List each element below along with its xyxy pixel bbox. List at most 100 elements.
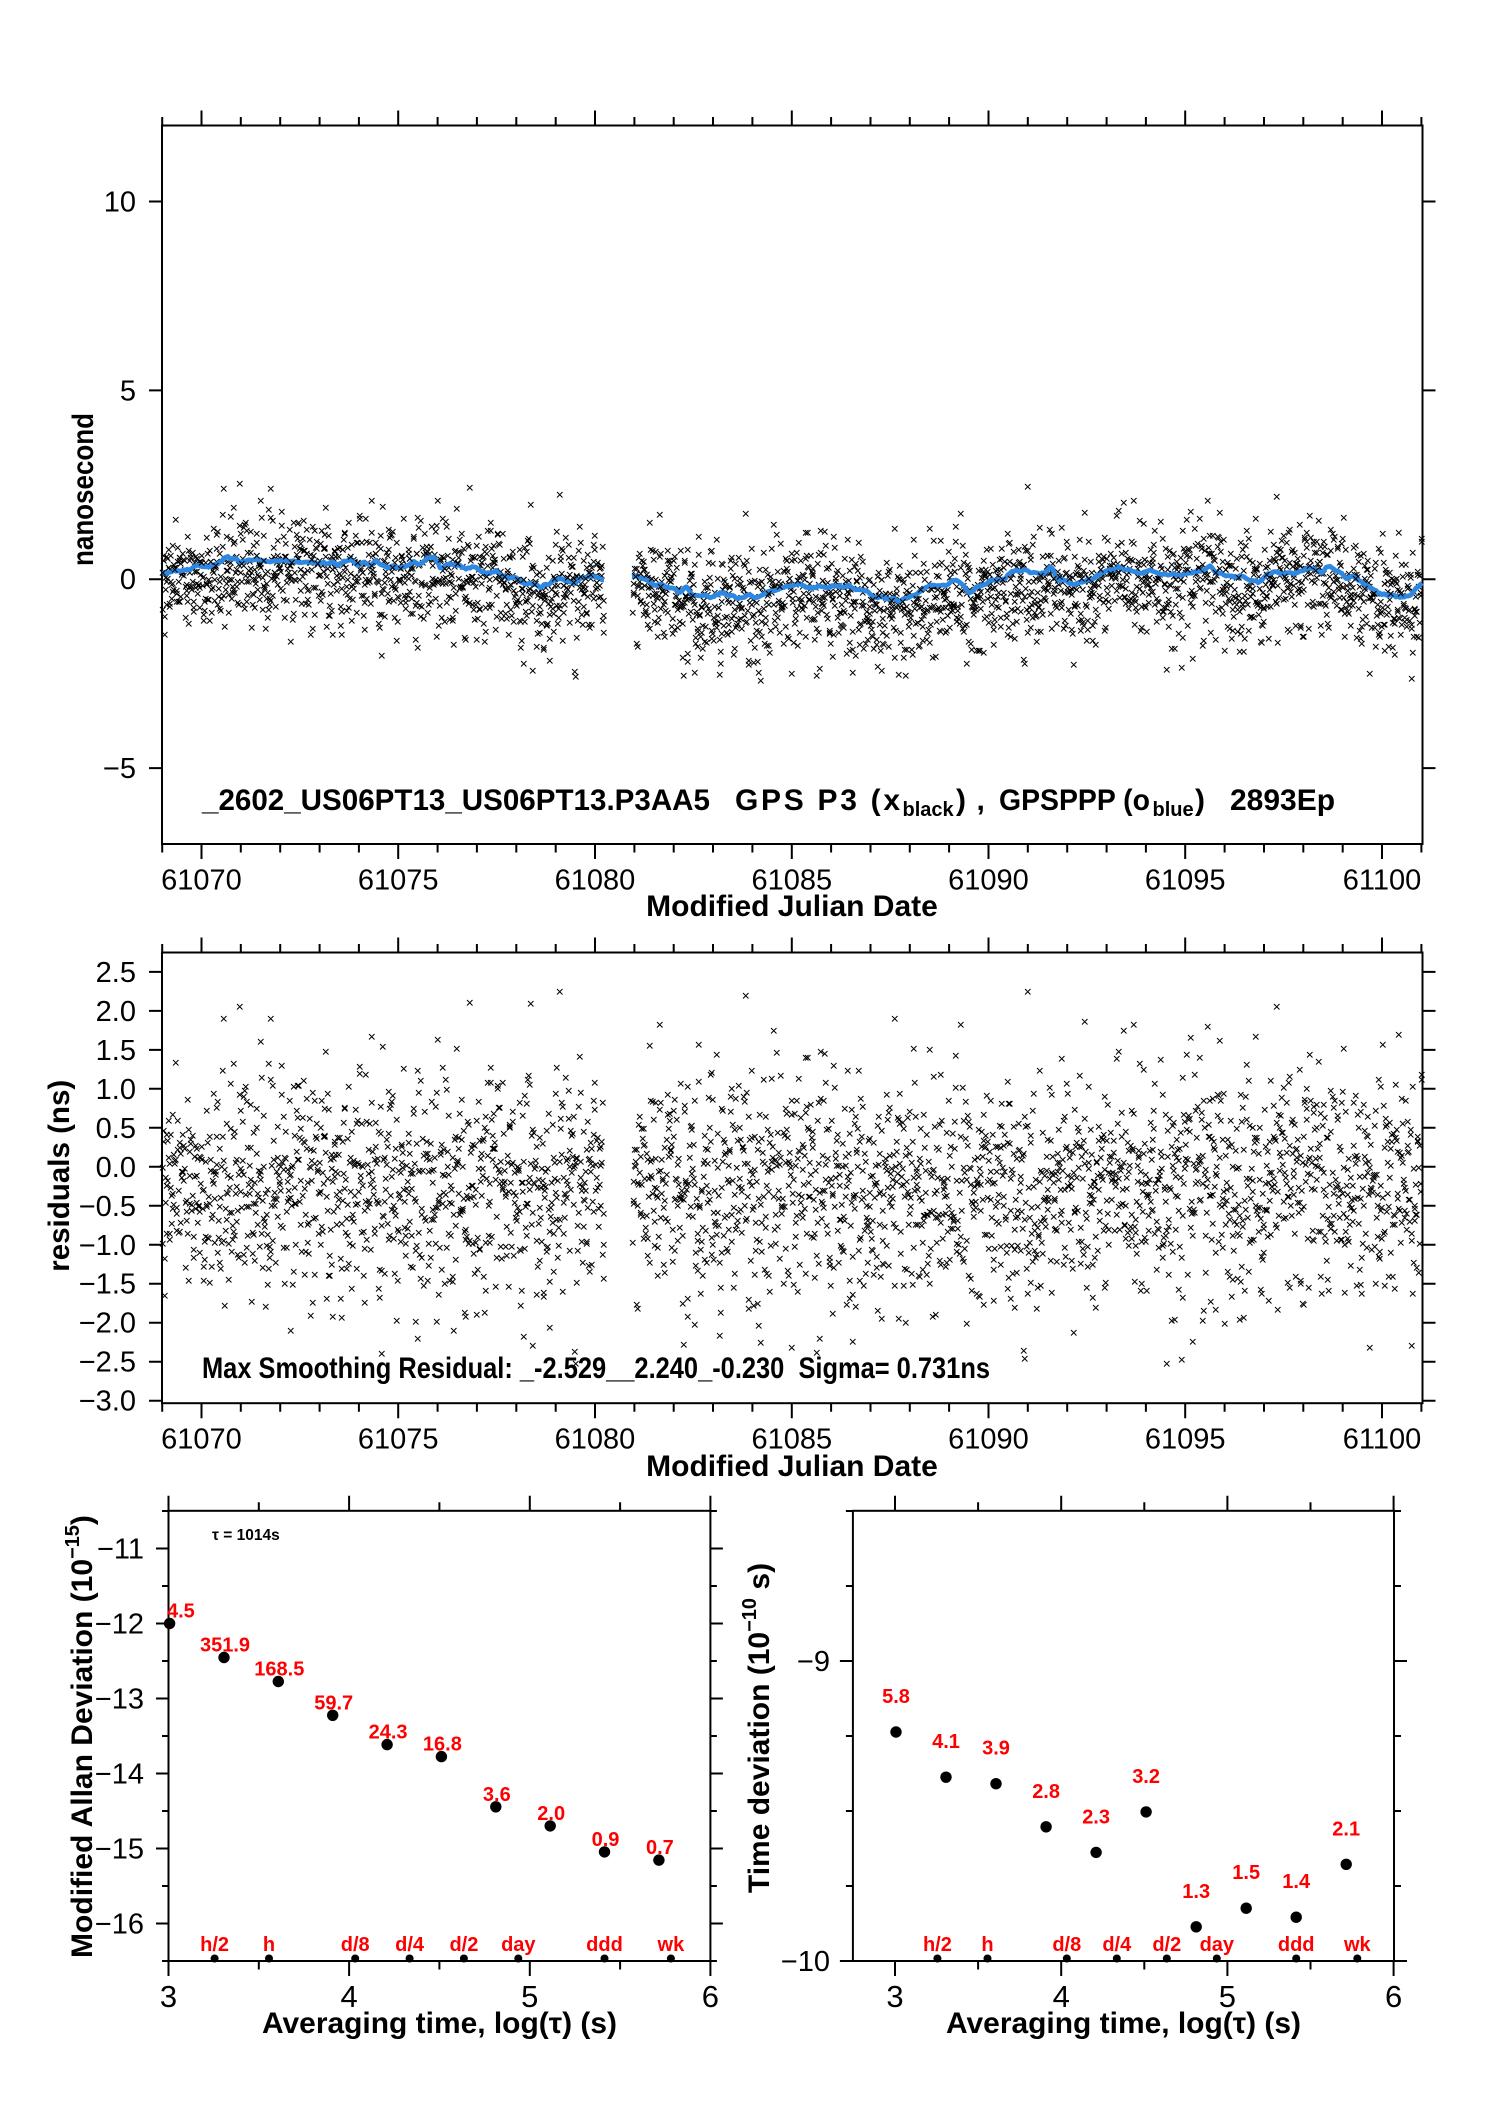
svg-text:5.8: 5.8	[882, 1686, 910, 1708]
svg-text:−5: −5	[103, 753, 136, 785]
svg-text:61070: 61070	[161, 1424, 242, 1456]
svg-text:−9: −9	[797, 1646, 830, 1678]
svg-text:1.3: 1.3	[1182, 1881, 1210, 1903]
svg-text:2.0: 2.0	[96, 996, 136, 1028]
svg-text:3.6: 3.6	[483, 1784, 511, 1806]
svg-text:nanosecond: nanosecond	[67, 413, 100, 566]
svg-text:−14: −14	[95, 1759, 144, 1791]
svg-text:0.7: 0.7	[646, 1837, 674, 1859]
svg-text:61075: 61075	[358, 865, 439, 897]
svg-text:5: 5	[1219, 1979, 1236, 2014]
svg-text:24.3: 24.3	[369, 1722, 408, 1744]
svg-text:−13: −13	[95, 1684, 144, 1716]
svg-text:−3.0: −3.0	[79, 1386, 136, 1418]
svg-text:61095: 61095	[1145, 1424, 1226, 1456]
svg-text:1.5: 1.5	[96, 1035, 136, 1067]
svg-text:2.5: 2.5	[96, 957, 136, 989]
svg-text:4.5: 4.5	[167, 1601, 195, 1623]
svg-text:Modified Allan Deviation (10−1: Modified Allan Deviation (10−15)	[62, 1515, 99, 1958]
svg-text:h/2: h/2	[200, 1934, 229, 1956]
svg-text:−1.0: −1.0	[79, 1230, 136, 1262]
svg-text:0.9: 0.9	[592, 1829, 620, 1851]
svg-text:ddd: ddd	[1278, 1934, 1315, 1956]
svg-text:−10: −10	[781, 1946, 830, 1978]
svg-text:τ = 1014s: τ = 1014s	[212, 1527, 280, 1544]
svg-text:h: h	[263, 1934, 275, 1956]
svg-text:Modified Julian Date: Modified Julian Date	[646, 1450, 938, 1483]
svg-text:2893Ep: 2893Ep	[1230, 784, 1335, 817]
svg-text:−2.5: −2.5	[79, 1347, 136, 1379]
svg-text:2.8: 2.8	[1032, 1781, 1060, 1803]
svg-text:−1.5: −1.5	[79, 1269, 136, 1301]
svg-text:Averaging time, log(τ) (s): Averaging time, log(τ) (s)	[946, 2007, 1301, 2040]
svg-text:−0.5: −0.5	[79, 1191, 136, 1223]
svg-text:d/4: d/4	[395, 1934, 425, 1956]
svg-text:): )	[1195, 784, 1205, 817]
svg-text:2.3: 2.3	[1082, 1806, 1110, 1828]
svg-text:61100: 61100	[1343, 865, 1422, 897]
svg-text:10: 10	[104, 187, 136, 219]
svg-text:6: 6	[1385, 1979, 1402, 2014]
svg-text:Modified Julian Date: Modified Julian Date	[646, 890, 938, 923]
svg-text:−12: −12	[95, 1609, 144, 1641]
svg-text:4.1: 4.1	[932, 1731, 960, 1753]
svg-text:d/8: d/8	[1052, 1934, 1081, 1956]
svg-text:black: black	[903, 799, 955, 821]
svg-text:): )	[956, 784, 966, 817]
svg-text:Max Smoothing Residual: _-2.52: Max Smoothing Residual: _-2.529__2.240_-…	[202, 1352, 990, 1385]
svg-text:wk: wk	[1343, 1934, 1372, 1956]
svg-text:h: h	[981, 1934, 993, 1956]
svg-text:2.0: 2.0	[537, 1803, 565, 1825]
svg-text:61100: 61100	[1343, 1424, 1422, 1456]
svg-text:0.5: 0.5	[96, 1113, 136, 1145]
svg-text:day: day	[501, 1934, 536, 1956]
svg-text:61070: 61070	[161, 865, 242, 897]
svg-text:ddd: ddd	[586, 1934, 623, 1956]
svg-text:61075: 61075	[358, 1424, 439, 1456]
svg-text:d/8: d/8	[341, 1934, 370, 1956]
svg-text:0.0: 0.0	[96, 1152, 136, 1184]
svg-text:61090: 61090	[948, 1424, 1029, 1456]
svg-text:61085: 61085	[751, 865, 832, 897]
svg-text:59.7: 59.7	[314, 1692, 353, 1714]
svg-text:residuals (ns): residuals (ns)	[43, 1080, 76, 1272]
svg-text:5: 5	[120, 375, 136, 407]
svg-text:2.1: 2.1	[1332, 1818, 1360, 1840]
svg-text:168.5: 168.5	[254, 1659, 304, 1681]
svg-text:,: ,	[977, 784, 985, 817]
svg-text:61080: 61080	[555, 865, 636, 897]
svg-text:61090: 61090	[948, 865, 1029, 897]
svg-text:wk: wk	[657, 1934, 686, 1956]
svg-text:Averaging time, log(τ) (s): Averaging time, log(τ) (s)	[262, 2007, 617, 2040]
svg-text:3: 3	[160, 1979, 177, 2014]
svg-text:GPS P3 (x: GPS P3 (x	[735, 784, 900, 817]
svg-text:1.0: 1.0	[96, 1074, 136, 1106]
svg-text:1.5: 1.5	[1232, 1862, 1260, 1884]
svg-text:d/2: d/2	[449, 1934, 478, 1956]
svg-text:blue: blue	[1153, 799, 1194, 821]
svg-text:3.9: 3.9	[982, 1738, 1010, 1760]
svg-text:16.8: 16.8	[423, 1734, 462, 1756]
svg-text:h/2: h/2	[923, 1934, 952, 1956]
svg-text:61085: 61085	[751, 1424, 832, 1456]
svg-text:4: 4	[1053, 1979, 1070, 2014]
svg-text:4: 4	[340, 1979, 357, 2014]
svg-text:−16: −16	[95, 1909, 144, 1941]
svg-text:3.2: 3.2	[1132, 1766, 1160, 1788]
svg-text:−2.0: −2.0	[79, 1308, 136, 1340]
svg-text:_2602_US06PT13_US06PT13.P3AA5: _2602_US06PT13_US06PT13.P3AA5	[201, 784, 710, 817]
svg-text:6: 6	[702, 1979, 719, 2014]
svg-text:d/4: d/4	[1102, 1934, 1132, 1956]
svg-text:61080: 61080	[555, 1424, 636, 1456]
svg-text:−15: −15	[95, 1834, 144, 1866]
svg-text:5: 5	[521, 1979, 538, 2014]
svg-text:0: 0	[120, 564, 136, 596]
svg-text:351.9: 351.9	[200, 1635, 250, 1657]
svg-text:3: 3	[886, 1979, 903, 2014]
svg-text:day: day	[1200, 1934, 1235, 1956]
svg-text:d/2: d/2	[1152, 1934, 1181, 1956]
svg-text:1.4: 1.4	[1282, 1871, 1311, 1893]
svg-text:61095: 61095	[1145, 865, 1226, 897]
svg-text:−11: −11	[97, 1534, 144, 1566]
svg-text:GPSPPP (o: GPSPPP (o	[999, 784, 1150, 817]
